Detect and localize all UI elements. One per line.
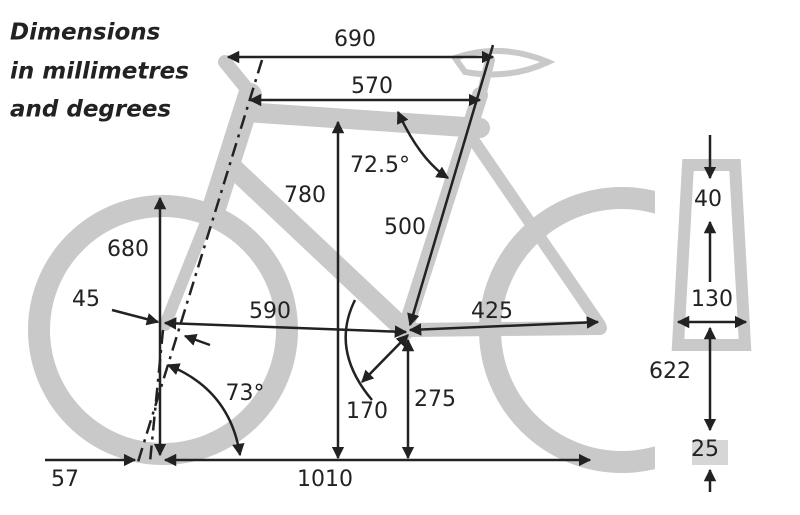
- dimension-label: 690: [334, 27, 376, 52]
- dimension-label: 680: [107, 237, 149, 262]
- dimension-label: 170: [346, 399, 388, 424]
- dimension-label: 73°: [226, 381, 265, 406]
- title-line: and degrees: [10, 97, 171, 123]
- dimension-label: 25: [691, 437, 719, 462]
- dimension-label: 780: [284, 183, 326, 208]
- dimension-label: 57: [51, 467, 79, 492]
- rim-section: [671, 159, 752, 351]
- title-line: Dimensions: [10, 20, 160, 46]
- dimension-label: 622: [649, 359, 691, 384]
- dimension-label: 72.5°: [350, 153, 410, 178]
- dimension-label: 590: [249, 299, 291, 324]
- dimension-label: 570: [351, 74, 393, 99]
- dimension-label: 500: [384, 215, 426, 240]
- dimension-label: 1010: [297, 467, 353, 492]
- dimension-lines: [45, 44, 748, 492]
- dimension-label: 425: [471, 299, 513, 324]
- dimension-label: 275: [414, 387, 456, 412]
- dimension-label: 45: [72, 287, 100, 312]
- title-line: in millimetres: [10, 59, 189, 85]
- dimension-label: 130: [691, 287, 733, 312]
- tyre-section: [692, 440, 728, 465]
- dimension-label: 40: [694, 187, 722, 212]
